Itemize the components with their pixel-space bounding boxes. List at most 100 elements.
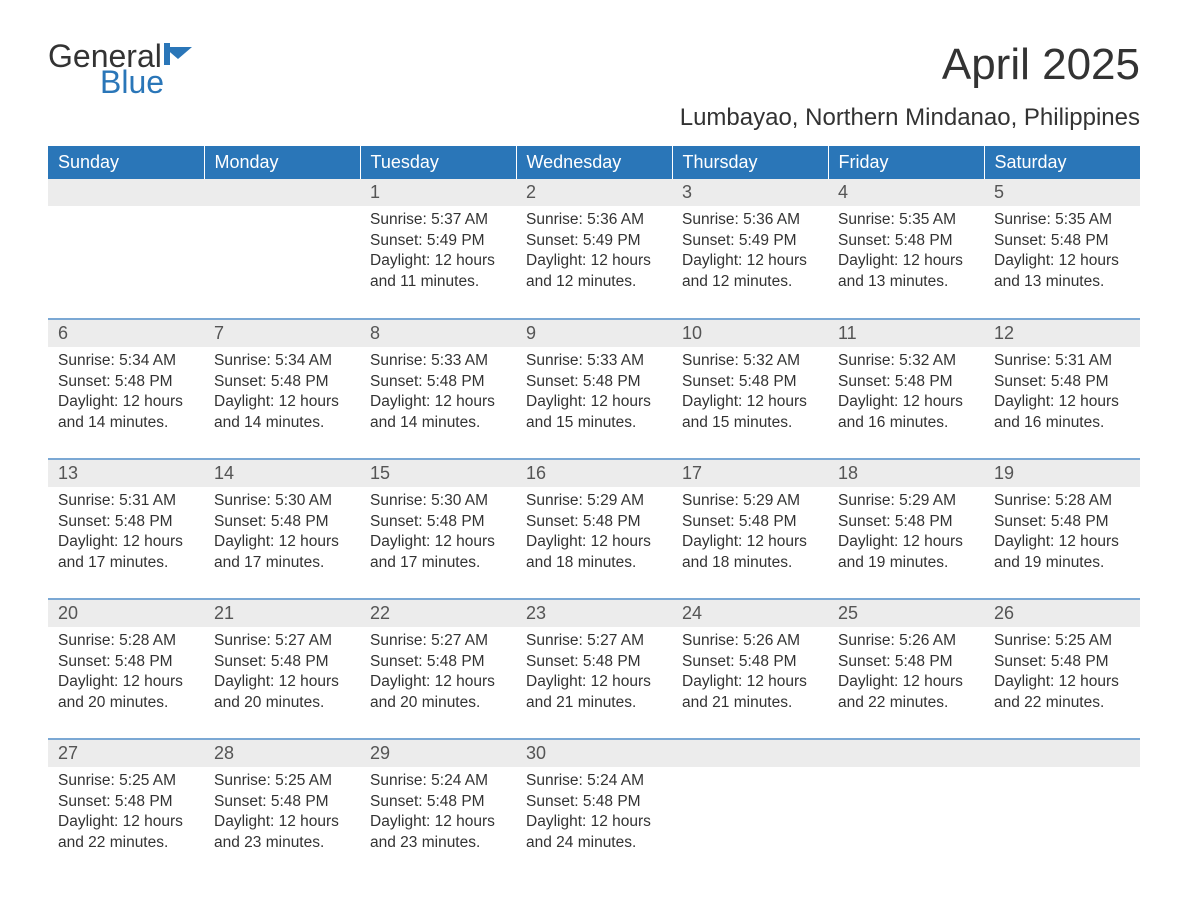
day-number <box>984 740 1140 767</box>
sunset-text: Sunset: 5:48 PM <box>526 792 662 812</box>
sunrise-text: Sunrise: 5:36 AM <box>682 210 818 230</box>
calendar-cell: 6Sunrise: 5:34 AMSunset: 5:48 PMDaylight… <box>48 319 204 459</box>
day-number: 15 <box>360 460 516 487</box>
daylight-line2: and 23 minutes. <box>370 833 506 853</box>
calendar-cell: 10Sunrise: 5:32 AMSunset: 5:48 PMDayligh… <box>672 319 828 459</box>
sunrise-text: Sunrise: 5:29 AM <box>838 491 974 511</box>
day-number <box>828 740 984 767</box>
day-number <box>204 179 360 206</box>
daylight-line2: and 18 minutes. <box>682 553 818 573</box>
daylight-line1: Daylight: 12 hours <box>682 251 818 271</box>
calendar-cell <box>672 739 828 879</box>
daylight-line1: Daylight: 12 hours <box>682 532 818 552</box>
sunset-text: Sunset: 5:48 PM <box>994 512 1130 532</box>
day-body: Sunrise: 5:24 AMSunset: 5:48 PMDaylight:… <box>360 767 516 861</box>
daylight-line2: and 22 minutes. <box>994 693 1130 713</box>
calendar-week-row: 27Sunrise: 5:25 AMSunset: 5:48 PMDayligh… <box>48 739 1140 879</box>
sunset-text: Sunset: 5:48 PM <box>838 231 974 251</box>
day-number: 21 <box>204 600 360 627</box>
day-number: 8 <box>360 320 516 347</box>
sunset-text: Sunset: 5:48 PM <box>214 652 350 672</box>
calendar-week-row: 20 Sunrise: 5:28 AM Sunset: 5:48 PM Dayligh… <box>48 599 1140 739</box>
daylight-line2: and 14 minutes. <box>58 413 194 433</box>
daylight-line2: and 14 minutes. <box>370 413 506 433</box>
calendar-cell <box>828 739 984 879</box>
calendar-week-row: 1Sunrise: 5:37 AMSunset: 5:49 PMDaylight… <box>48 179 1140 319</box>
calendar-cell: 17 Sunrise: 5:29 AMSunset: 5:48 PMDayligh… <box>672 459 828 599</box>
daylight-line1: Daylight: 12 hours <box>994 672 1130 692</box>
day-number: 22 <box>360 600 516 627</box>
daylight-line2: and 17 minutes. <box>58 553 194 573</box>
calendar-cell: 20Sunrise: 5:28 AMSunset: 5:48 PMDayligh… <box>48 599 204 739</box>
calendar-cell: 25Sunrise: 5:26 AMSunset: 5:48 PMDayligh… <box>828 599 984 739</box>
sunset-text: Sunset: 5:48 PM <box>682 512 818 532</box>
daylight-line1: Daylight: 12 hours <box>370 392 506 412</box>
day-number: 29 <box>360 740 516 767</box>
day-number: 18 <box>828 460 984 487</box>
sunset-text: Sunset: 5:48 PM <box>682 372 818 392</box>
day-number: 10 <box>672 320 828 347</box>
daylight-line1: Daylight: 12 hours <box>526 812 662 832</box>
calendar-cell: 13Sunrise: 5:31 AMSunset: 5:48 PMDayligh… <box>48 459 204 599</box>
day-header-row: Sunday Monday Tuesday Wednesday Thursday… <box>48 146 1140 179</box>
sunrise-text: Sunrise: 5:36 AM <box>526 210 662 230</box>
calendar-cell: 15Sunrise: 5:30 AMSunset: 5:48 PMDayligh… <box>360 459 516 599</box>
day-body: Sunrise: 5:30 AMSunset: 5:48 PMDaylight:… <box>204 487 360 581</box>
calendar-cell: 5Sunrise: 5:35 AMSunset: 5:48 PMDaylight… <box>984 179 1140 319</box>
day-number: 3 <box>672 179 828 206</box>
day-body: Sunrise: 5:32 AMSunset: 5:48 PMDaylight:… <box>828 347 984 441</box>
sunrise-text: Sunrise: 5:24 AM <box>370 771 506 791</box>
sunrise-text: Sunrise: 5:28 AM <box>994 491 1130 511</box>
calendar-cell: 11Sunrise: 5:32 AMSunset: 5:48 PMDayligh… <box>828 319 984 459</box>
sunrise-text: Sunrise: 5:30 AM <box>370 491 506 511</box>
day-number: 12 <box>984 320 1140 347</box>
sunset-text: Sunset: 5:49 PM <box>682 231 818 251</box>
daylight-line1: Daylight: 12 hours <box>994 532 1130 552</box>
calendar-cell: 9Sunrise: 5:33 AMSunset: 5:48 PMDaylight… <box>516 319 672 459</box>
daylight-line2: and 16 minutes. <box>838 413 974 433</box>
day-body: Sunrise: 5:25 AMSunset: 5:48 PMDaylight:… <box>984 627 1140 721</box>
daylight-line2: and 13 minutes. <box>838 272 974 292</box>
dh-fri: Friday <box>828 146 984 179</box>
day-number: 11 <box>828 320 984 347</box>
sunrise-text: Sunrise: 5:27 AM <box>370 631 506 651</box>
dh-thu: Thursday <box>672 146 828 179</box>
daylight-line1: Daylight: 12 hours <box>526 672 662 692</box>
sunrise-text: Sunrise: 5:29 AM <box>682 491 818 511</box>
sunrise-text: Sunrise: 5:33 AM <box>370 351 506 371</box>
calendar-cell: 21Sunrise: 5:27 AMSunset: 5:48 PMDayligh… <box>204 599 360 739</box>
calendar-week-row: 6Sunrise: 5:34 AMSunset: 5:48 PMDaylight… <box>48 319 1140 459</box>
daylight-line2: and 18 minutes. <box>526 553 662 573</box>
daylight-line1: Daylight: 12 hours <box>58 532 194 552</box>
calendar-cell <box>48 179 204 319</box>
day-number <box>672 740 828 767</box>
day-number: 24 <box>672 600 828 627</box>
daylight-line1: Daylight: 12 hours <box>526 532 662 552</box>
month-title: April 2025 <box>942 40 1140 90</box>
daylight-line2: and 24 minutes. <box>526 833 662 853</box>
calendar-table: Sunday Monday Tuesday Wednesday Thursday… <box>48 146 1140 879</box>
day-body: Sunrise: 5:26 AMSunset: 5:48 PMDaylight:… <box>672 627 828 721</box>
daylight-line1: Daylight: 12 hours <box>370 251 506 271</box>
calendar-cell: 27Sunrise: 5:25 AMSunset: 5:48 PMDayligh… <box>48 739 204 879</box>
daylight-line1: Daylight: 12 hours <box>214 812 350 832</box>
daylight-line2: and 17 minutes. <box>370 553 506 573</box>
daylight-line2: and 23 minutes. <box>214 833 350 853</box>
location-text: Lumbayao, Northern Mindanao, Philippines <box>48 104 1140 132</box>
sunrise-text: Sunrise: 5:28 AM <box>58 631 194 651</box>
day-number <box>48 179 204 206</box>
day-number: 20 <box>48 600 204 627</box>
day-number: 17 <box>672 460 828 487</box>
brand-logo: General Blue <box>48 40 198 98</box>
sunrise-text: Sunrise: 5:27 AM <box>526 631 662 651</box>
day-body: Sunrise: 5:37 AMSunset: 5:49 PMDaylight:… <box>360 206 516 300</box>
sunset-text: Sunset: 5:48 PM <box>370 792 506 812</box>
calendar-cell <box>984 739 1140 879</box>
sunrise-text: Sunrise: 5:31 AM <box>994 351 1130 371</box>
calendar-cell: 8Sunrise: 5:33 AMSunset: 5:48 PMDaylight… <box>360 319 516 459</box>
day-body: Sunrise: 5:35 AMSunset: 5:48 PMDaylight:… <box>828 206 984 300</box>
sunset-text: Sunset: 5:48 PM <box>838 512 974 532</box>
daylight-line1: Daylight: 12 hours <box>58 392 194 412</box>
day-body: Sunrise: 5:31 AMSunset: 5:48 PMDaylight:… <box>984 347 1140 441</box>
daylight-line2: and 22 minutes. <box>838 693 974 713</box>
